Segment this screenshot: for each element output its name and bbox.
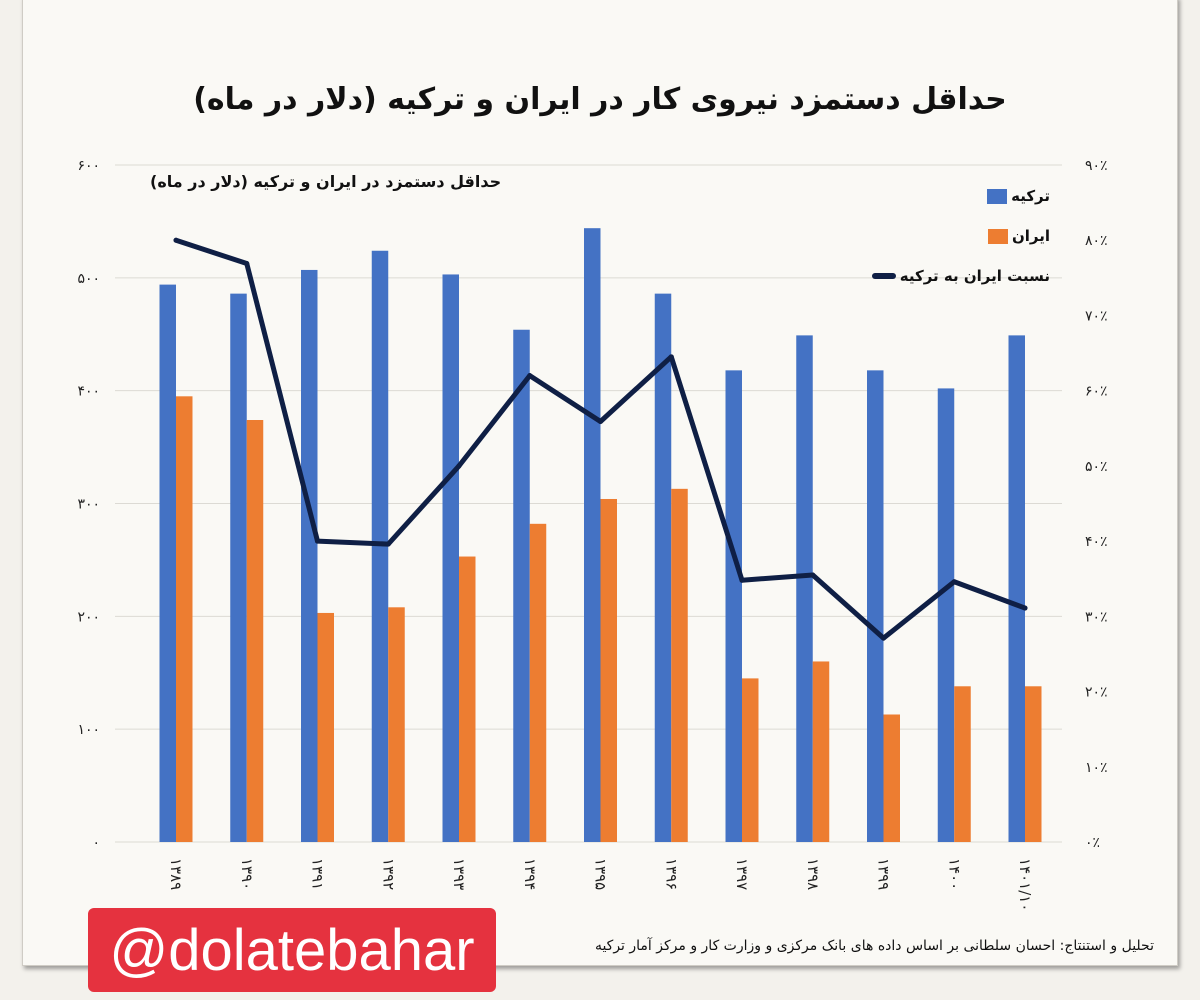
bar-iran: [1025, 686, 1042, 842]
y-right-tick-label: ۴۰٪: [1085, 534, 1108, 550]
y-right-tick-label: ۰٪: [1085, 835, 1100, 851]
bar-turkey: [796, 335, 813, 842]
source-note: تحلیل و استنتاج: احسان سلطانی بر اساس دا…: [594, 938, 1154, 954]
bar-turkey: [230, 293, 247, 842]
x-tick-label: ۱۳۹۳: [450, 858, 468, 890]
y-right-tick-label: ۳۰٪: [1085, 609, 1108, 625]
x-tick-label: ۱۳۹۶: [662, 858, 680, 890]
ratio-point: [173, 237, 179, 243]
watermark: @dolatebahar: [88, 908, 496, 992]
bar-turkey: [159, 284, 176, 842]
legend-item-iran: ایران: [872, 216, 1050, 256]
x-tick-label: ۱۳۹۷: [733, 858, 751, 890]
ratio-point: [456, 463, 462, 469]
legend-swatch: [871, 273, 896, 279]
bar-turkey: [371, 250, 389, 843]
x-tick-label: ۱۳۹۲: [379, 858, 397, 890]
bar-iran: [529, 523, 547, 842]
bar-iran: [812, 661, 830, 842]
legend-swatch: [987, 188, 1008, 204]
legend-item-turkey: ترکیه: [872, 176, 1050, 216]
ratio-point: [315, 538, 320, 544]
y-left-tick-label: ۱۰۰: [77, 722, 100, 738]
x-tick-label: ۱۳۹۹: [875, 858, 893, 890]
legend-item-ratio: نسبت ایران به ترکیه: [871, 256, 1050, 296]
bar-turkey: [1008, 335, 1025, 842]
bar-iran: [883, 714, 900, 842]
ratio-point: [527, 373, 533, 379]
y-right-tick-label: ۸۰٪: [1085, 233, 1108, 249]
ratio-point: [244, 261, 250, 267]
bar-iran: [671, 488, 688, 842]
bar-turkey: [654, 293, 672, 842]
legend: ترکیه ایران نسبت ایران به ترکیه: [871, 176, 1050, 296]
bar-iran: [388, 607, 405, 842]
x-tick-label: ۱۳۹۰: [238, 858, 256, 890]
y-right-tick-label: ۹۰٪: [1085, 158, 1108, 174]
bar-iran: [742, 678, 759, 842]
chart-title: حداقل دستمزد نیروی کار در ایران و ترکیه …: [193, 82, 1007, 117]
bar-turkey: [513, 329, 530, 842]
bar-iran: [317, 612, 334, 842]
bar-turkey: [725, 370, 742, 842]
x-tick-label: ۱۳۹۸: [804, 858, 822, 890]
ratio-point: [385, 541, 391, 547]
legend-label: ایران: [1011, 227, 1050, 245]
y-right-tick-label: ۵۰٪: [1085, 459, 1108, 475]
x-tick-label: ۱۳۹۴: [521, 858, 539, 890]
y-right-tick-label: ۲۰٪: [1085, 685, 1108, 701]
bar-iran: [954, 686, 971, 842]
y-left-tick-label: ۰: [92, 835, 100, 851]
bar-iran: [600, 498, 617, 842]
bar-turkey: [867, 370, 884, 842]
ratio-point: [810, 572, 816, 578]
legend-label: نسبت ایران به ترکیه: [899, 267, 1050, 285]
y-left-tick-label: ۴۰۰: [77, 384, 100, 400]
chart-subtitle: حداقل دستمزد در ایران و ترکیه (دلار در م…: [150, 172, 502, 191]
y-right-tick-label: ۶۰٪: [1085, 384, 1108, 400]
y-right-tick-label: ۱۰٪: [1085, 760, 1108, 776]
y-left-tick-label: ۶۰۰: [77, 158, 100, 174]
ratio-point: [668, 354, 674, 360]
bar-turkey: [584, 228, 601, 843]
x-tick-label: ۱۳۹۵: [592, 858, 610, 890]
x-tick-label: ۱۳۹۱: [309, 858, 327, 890]
bar-turkey: [301, 269, 318, 842]
x-tick-label: ۱۴۰۰: [945, 858, 963, 890]
bar-iran: [459, 556, 476, 842]
bar-turkey: [442, 274, 459, 842]
y-left-tick-label: ۵۰۰: [77, 271, 100, 287]
ratio-point: [1022, 605, 1028, 611]
ratio-point: [881, 635, 886, 641]
ratio-point: [739, 577, 745, 583]
x-tick-label: ۱۳۸۹: [167, 858, 185, 890]
bar-iran: [246, 420, 264, 842]
x-tick-label: ۱۴۰۱/۱۰: [1016, 858, 1034, 911]
legend-swatch: [987, 228, 1008, 244]
bar-turkey: [937, 388, 955, 842]
legend-label: ترکیه: [1011, 187, 1050, 205]
ratio-point: [598, 419, 603, 425]
y-right-tick-label: ۷۰٪: [1085, 308, 1108, 324]
bar-iran: [176, 396, 193, 842]
y-left-tick-label: ۳۰۰: [77, 497, 100, 513]
y-left-tick-label: ۲۰۰: [77, 609, 100, 625]
ratio-point: [951, 579, 957, 585]
